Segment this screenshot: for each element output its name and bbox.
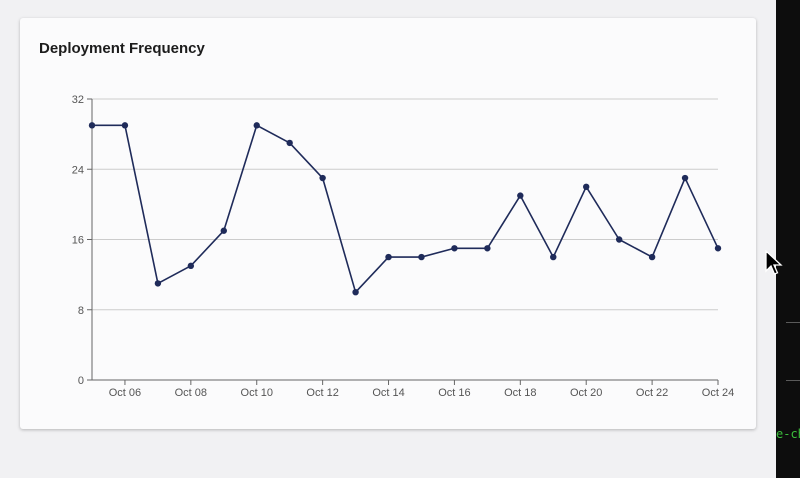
data-point bbox=[648, 253, 656, 261]
data-point bbox=[484, 245, 491, 252]
data-point bbox=[583, 183, 590, 191]
data-point bbox=[615, 236, 623, 243]
series-line bbox=[92, 124, 719, 293]
y-tick-label: 32 bbox=[72, 94, 84, 106]
x-tick-label: Oct 12 bbox=[306, 387, 338, 399]
panel-divider bbox=[786, 322, 800, 323]
x-tick-label: Oct 14 bbox=[372, 387, 404, 399]
data-point bbox=[286, 139, 293, 147]
data-point bbox=[220, 227, 227, 234]
panel-divider bbox=[786, 380, 800, 381]
x-tick-label: Oct 24 bbox=[702, 387, 734, 399]
deployment-frequency-chart: 0 8 16 24 32 Oct 06 Oct 08 Oct 10 Oct 12 Oct 14 Oc… bbox=[72, 94, 734, 399]
data-point bbox=[418, 253, 425, 261]
y-tick-label: 0 bbox=[78, 375, 84, 387]
x-tick-label: Oct 16 bbox=[438, 387, 470, 399]
data-point bbox=[517, 192, 524, 199]
data-point bbox=[550, 253, 557, 261]
data-point bbox=[253, 122, 260, 129]
data-point bbox=[154, 280, 162, 287]
mouse-pointer-icon bbox=[765, 250, 783, 275]
data-point bbox=[319, 174, 326, 182]
x-tick-label: Oct 18 bbox=[504, 387, 536, 399]
x-tick-label: Oct 22 bbox=[636, 387, 668, 399]
deployment-frequency-card: Deployment Frequency 0 8 16 24 32 Oct 06 Oct 0… bbox=[20, 18, 756, 429]
data-point bbox=[451, 245, 458, 252]
y-tick-label: 8 bbox=[78, 305, 84, 317]
y-tick-label: 16 bbox=[72, 235, 84, 247]
card-title: Deployment Frequency bbox=[39, 40, 205, 57]
terminal-panel: e-ch bbox=[776, 0, 800, 478]
terminal-text: e-ch bbox=[776, 427, 800, 441]
data-point bbox=[121, 122, 129, 129]
data-point bbox=[681, 174, 689, 182]
data-point bbox=[714, 245, 722, 252]
data-point bbox=[385, 253, 392, 261]
x-tick-label: Oct 08 bbox=[175, 387, 207, 399]
data-point bbox=[187, 262, 195, 270]
y-tick-label: 24 bbox=[72, 164, 84, 176]
data-point bbox=[88, 122, 96, 129]
x-tick-label: Oct 06 bbox=[109, 387, 141, 399]
x-tick-label: Oct 20 bbox=[570, 387, 602, 399]
data-point bbox=[352, 288, 359, 296]
x-tick-label: Oct 10 bbox=[241, 387, 273, 399]
